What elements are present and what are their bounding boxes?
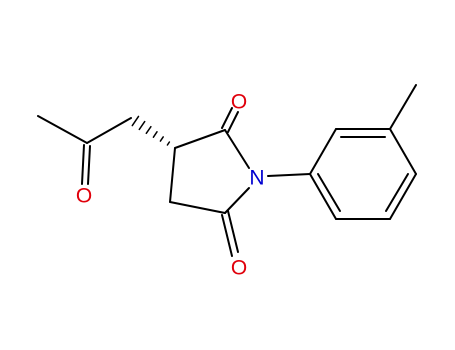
- atom-label: O: [76, 185, 92, 208]
- bond: [267, 173, 311, 177]
- bond: [389, 84, 417, 130]
- bond: [385, 173, 409, 212]
- bond: [221, 107, 233, 129]
- bond: [227, 210, 239, 253]
- bond: [169, 147, 176, 203]
- bond: [87, 145, 91, 185]
- bond: [174, 129, 226, 149]
- bonds: [37, 84, 417, 257]
- bond: [389, 173, 417, 220]
- atom-label: O: [231, 257, 247, 280]
- bond: [86, 117, 132, 144]
- bond: [309, 173, 337, 220]
- bond: [169, 201, 226, 214]
- atom-label: O: [231, 91, 247, 114]
- bond: [227, 111, 239, 133]
- hashed-wedge: [131, 115, 171, 146]
- bond: [221, 214, 233, 257]
- bond: [37, 115, 88, 144]
- bond: [81, 144, 85, 185]
- bond: [389, 128, 417, 175]
- bond: [317, 173, 341, 212]
- atom-label: N: [249, 167, 264, 190]
- bond: [224, 129, 250, 169]
- bond: [224, 187, 250, 214]
- bond: [309, 128, 337, 175]
